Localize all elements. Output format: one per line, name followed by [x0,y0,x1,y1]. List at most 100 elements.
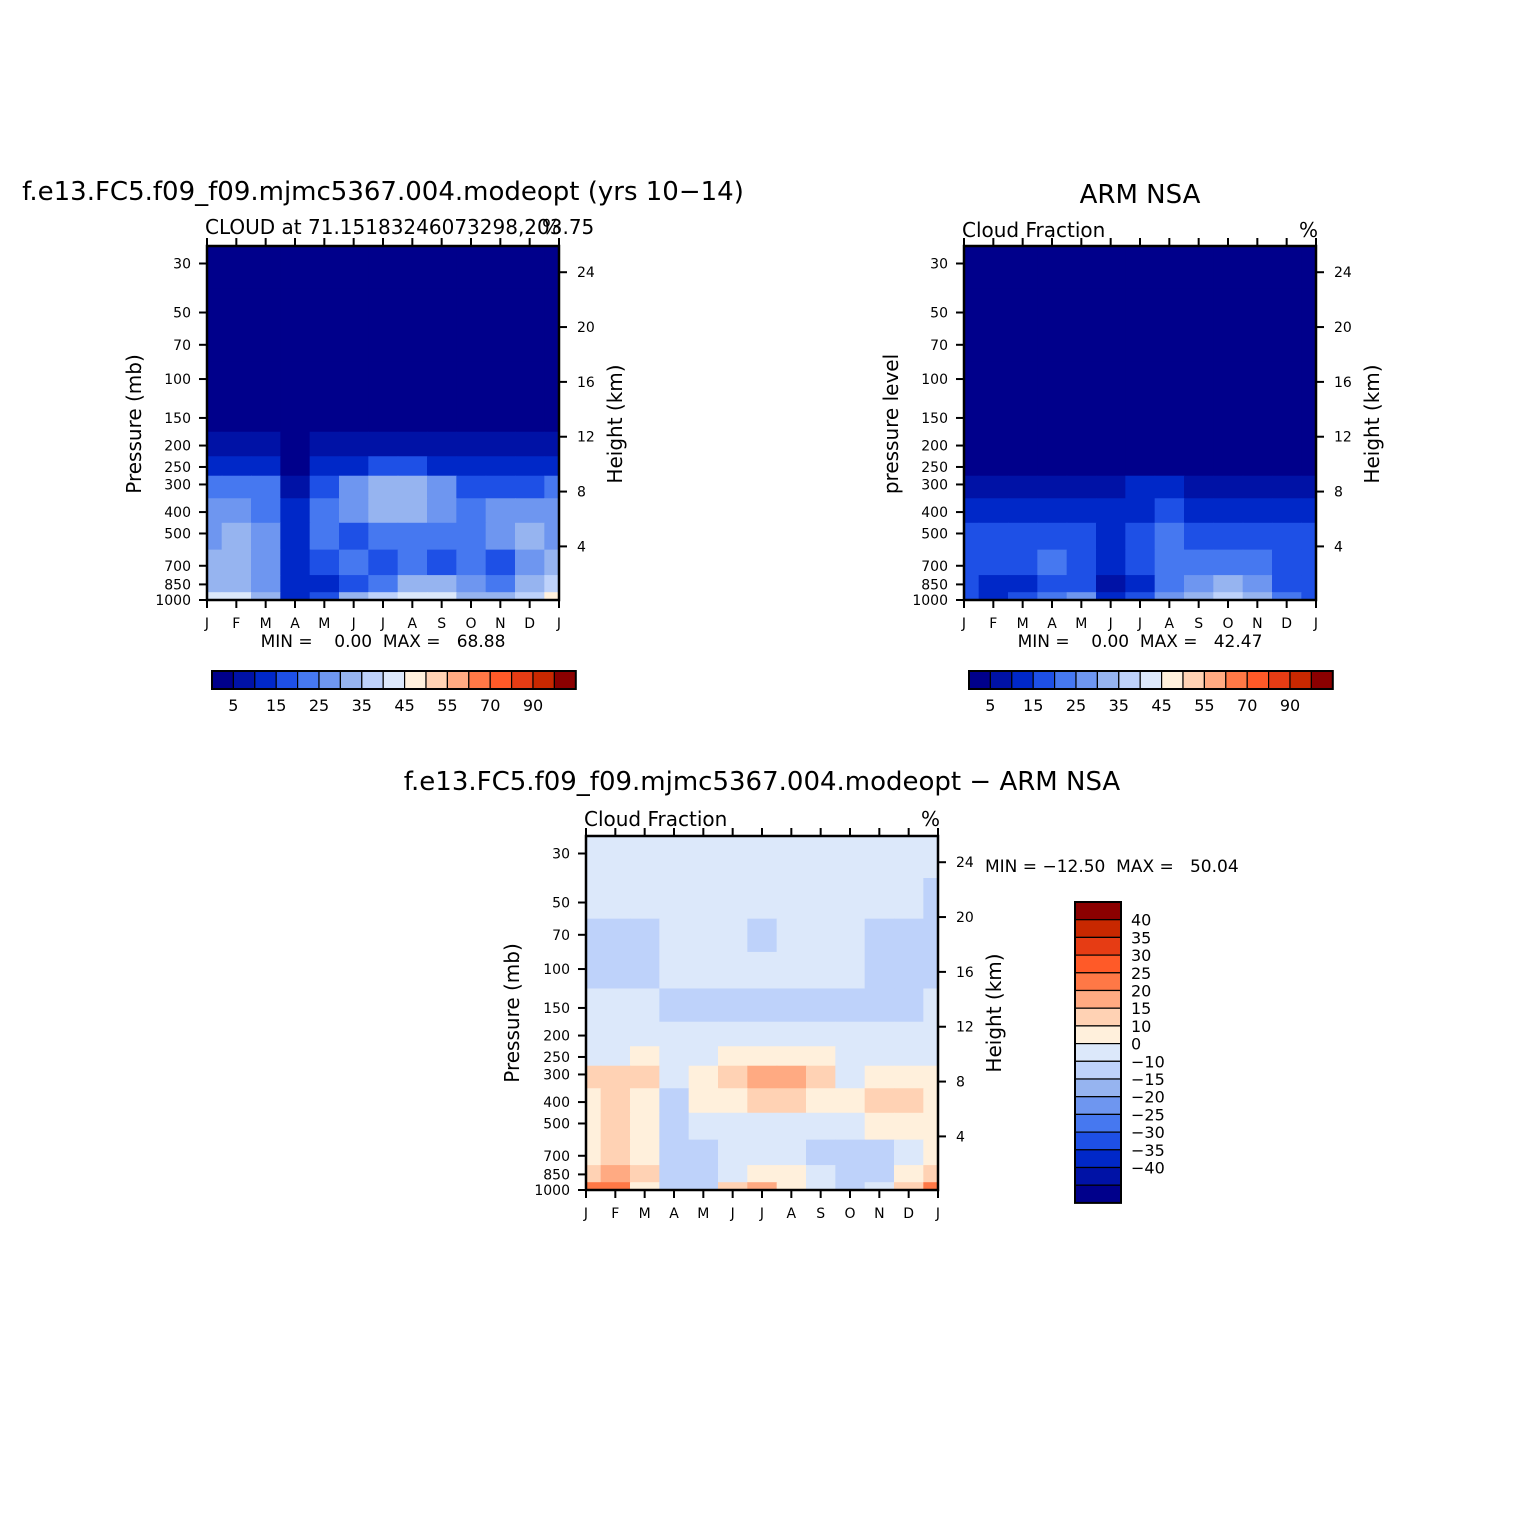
contour-cell [1125,361,1156,400]
contour-cell [600,878,631,920]
contour-cell [894,1112,924,1141]
x-tick-label: J [759,1206,764,1222]
contour-cell [1037,398,1068,433]
contour-cell [397,475,428,499]
contour-cell [280,592,311,600]
contour-cell [280,456,311,477]
contour-cell [309,398,340,433]
colorbar-swatch [1074,1060,1122,1080]
contour-cell [339,246,369,289]
contour-cell [221,398,252,433]
colorbar-frame [1074,901,1122,1204]
contour-cell [964,246,980,289]
contour-cell [207,498,223,524]
pressure-tick-label: 70 [173,338,191,354]
colorbar-swatch [1096,670,1120,690]
contour-cell [1213,475,1244,499]
obs-contour-plot [964,246,1316,600]
contour-cell [718,1021,748,1047]
contour-cell [923,1112,938,1141]
contour-cell [894,1165,924,1183]
contour-cell [600,1088,631,1114]
contour-cell [1301,592,1316,600]
colorbar-swatch [1074,972,1122,992]
contour-cell [586,1046,602,1067]
contour-cell [1037,456,1068,477]
contour-cell [600,1065,631,1089]
contour-cell [544,592,559,600]
colorbar-swatch [254,670,277,690]
contour-cell [1125,549,1156,576]
pressure-tick-label: 100 [921,372,948,388]
contour-cell [251,456,281,477]
diff-title: f.e13.FC5.f09_f09.mjmc5367.004.modeopt −… [404,767,1121,797]
contour-cell [221,361,252,400]
pressure-tick-label: 400 [164,505,191,521]
contour-cell [544,549,559,576]
contour-cell [718,1182,748,1190]
contour-cell [688,1065,719,1089]
contour-cell [978,431,1009,457]
colorbar-swatch [1074,1078,1122,1098]
contour-cell [776,1021,807,1047]
contour-cell [776,1139,807,1166]
contour-cell [806,918,836,953]
contour-cell [1184,456,1214,477]
x-tick-label: A [1165,616,1175,632]
colorbar-label: −10 [1131,1052,1165,1071]
pressure-tick-label: 700 [164,559,191,575]
contour-cell [600,1046,631,1067]
contour-cell [368,522,399,551]
contour-cell [339,398,369,433]
x-tick-label: M [260,616,272,632]
contour-cell [251,431,281,457]
contour-cell [586,918,602,953]
contour-cell [688,1139,719,1166]
contour-cell [207,475,223,499]
pressure-tick-label: 250 [921,460,948,476]
colorbar-swatch [425,670,448,690]
contour-cell [630,1046,660,1067]
diff-contour-plot [586,836,938,1190]
contour-cell [280,246,311,289]
contour-cell [718,1088,748,1114]
contour-cell [978,592,1009,600]
contour-cell [1213,575,1244,593]
contour-cell [630,1112,660,1141]
contour-cell [978,549,1009,576]
contour-cell [397,575,428,593]
pressure-tick-label: 500 [164,526,191,542]
pressure-tick-label: 30 [930,256,948,272]
contour-cell [427,431,457,457]
contour-cell [835,1165,866,1183]
contour-cell [894,1021,924,1047]
contour-cell [864,1165,895,1183]
colorbar-swatch [1289,670,1312,690]
contour-cell [515,592,545,600]
contour-cell [339,328,369,363]
contour-cell [835,918,866,953]
colorbar-swatch [1011,670,1034,690]
contour-cell [1184,522,1214,551]
contour-cell [776,951,807,990]
x-tick-label: J [583,1206,588,1222]
contour-cell [515,431,545,457]
contour-cell [339,456,369,477]
colorbar-frame [968,670,1334,690]
contour-cell [688,836,719,879]
contour-cell [864,1065,895,1089]
contour-cell [964,498,980,524]
contour-cell [427,522,457,551]
colorbar-swatch [968,670,991,690]
pressure-tick-label: 700 [921,559,948,575]
colorbar-swatch [1310,670,1334,690]
contour-cell [1066,246,1097,289]
contour-cell [718,1139,748,1166]
colorbar-swatch [446,670,470,690]
contour-cell [1301,328,1316,363]
contour-cell [1213,431,1244,457]
contour-cell [221,475,252,499]
contour-cell [280,361,311,400]
contour-cell [397,288,428,330]
